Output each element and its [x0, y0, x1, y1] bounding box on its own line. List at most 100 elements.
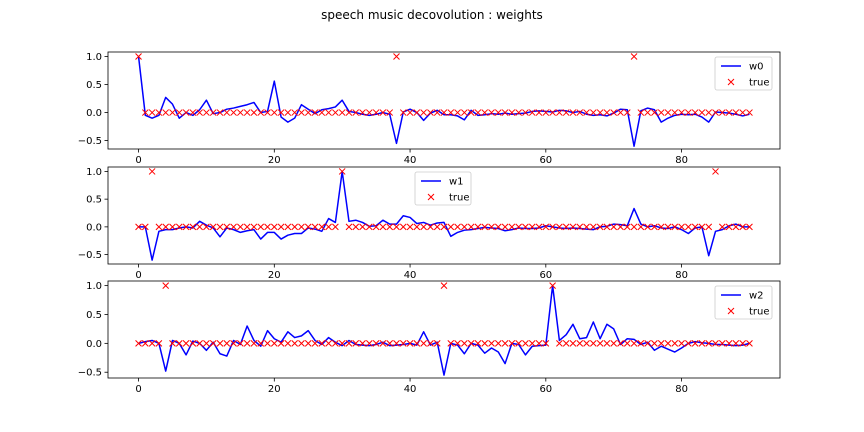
data-point	[515, 223, 523, 231]
data-point	[623, 109, 631, 116]
data-point	[712, 168, 719, 175]
data-point	[162, 109, 170, 116]
data-point	[325, 109, 332, 116]
data-point	[651, 223, 658, 231]
data-point	[141, 109, 149, 116]
data-point	[155, 340, 163, 347]
data-point	[169, 109, 176, 116]
data-point	[216, 223, 224, 231]
data-point	[420, 109, 427, 116]
data-point	[603, 223, 611, 231]
data-point	[277, 223, 285, 231]
x-tick-label: 40	[404, 155, 417, 166]
data-point	[746, 340, 753, 347]
data-point	[637, 340, 645, 347]
data-point	[556, 223, 563, 231]
data-point	[209, 223, 217, 231]
data-point	[230, 109, 237, 116]
data-point	[461, 109, 468, 116]
data-point	[698, 109, 706, 116]
series-w2	[138, 284, 750, 376]
data-point	[386, 109, 394, 116]
data-point	[155, 109, 163, 116]
x-tick-label: 80	[675, 384, 688, 395]
data-point	[148, 340, 156, 347]
data-point	[338, 340, 346, 347]
data-point	[230, 340, 237, 347]
data-point	[596, 109, 604, 116]
data-point	[583, 223, 590, 231]
data-point	[257, 340, 265, 347]
data-point	[528, 223, 536, 231]
data-point	[447, 340, 455, 347]
data-point	[196, 109, 203, 116]
data-point	[399, 340, 407, 347]
legend-handle-marker	[727, 307, 735, 315]
data-point	[230, 223, 237, 231]
data-point	[433, 109, 441, 116]
data-point	[705, 223, 713, 231]
data-point	[433, 223, 441, 231]
data-point	[556, 340, 563, 347]
y-tick-label: 0.5	[86, 195, 102, 206]
data-point	[617, 109, 624, 116]
data-point	[474, 109, 482, 116]
data-point	[556, 109, 563, 116]
data-point	[501, 109, 509, 116]
data-point	[359, 109, 366, 116]
data-point	[148, 109, 156, 116]
data-point	[345, 340, 353, 347]
data-point	[664, 340, 672, 347]
legend: w0 true	[714, 56, 773, 91]
data-point	[413, 109, 421, 116]
legend-label: w1	[449, 177, 464, 188]
data-point	[386, 223, 394, 231]
data-point	[671, 223, 679, 231]
data-point	[175, 109, 183, 116]
series-line	[137, 56, 750, 147]
data-point	[474, 223, 482, 231]
data-point	[359, 340, 366, 347]
data-point	[203, 340, 210, 347]
data-point	[691, 223, 699, 231]
data-point	[644, 340, 651, 347]
legend-label: true	[749, 78, 770, 89]
data-point	[175, 223, 183, 231]
data-point	[332, 109, 339, 116]
legend-label: w2	[749, 291, 764, 302]
data-point	[698, 340, 706, 347]
x-tick-label: 20	[268, 384, 281, 395]
data-point	[549, 282, 556, 289]
data-point	[583, 109, 590, 116]
data-point	[454, 223, 461, 231]
data-point	[637, 109, 645, 116]
data-point	[739, 340, 747, 347]
legend-label: w0	[749, 62, 764, 73]
data-point	[209, 340, 217, 347]
data-point	[488, 340, 495, 347]
data-point	[406, 109, 414, 116]
data-point	[257, 109, 265, 116]
data-point	[237, 223, 244, 231]
data-point	[461, 340, 468, 347]
data-point	[657, 340, 665, 347]
data-point	[318, 340, 326, 347]
y-tick-label: 1.0	[86, 167, 102, 178]
data-point	[569, 223, 577, 231]
legend-label: true	[749, 307, 770, 318]
x-tick-label: 80	[675, 155, 688, 166]
y-tick-label: 1.0	[86, 281, 102, 292]
data-point	[298, 223, 305, 231]
data-point	[379, 109, 387, 116]
data-point	[508, 109, 516, 116]
data-point	[250, 340, 258, 347]
x-tick-label: 80	[675, 270, 688, 281]
data-point	[304, 340, 312, 347]
data-point	[304, 223, 312, 231]
data-point	[298, 340, 305, 347]
data-point	[488, 223, 495, 231]
x-tick-label: 20	[268, 155, 281, 166]
data-point	[189, 109, 197, 116]
data-point	[257, 223, 265, 231]
data-point	[589, 340, 597, 347]
